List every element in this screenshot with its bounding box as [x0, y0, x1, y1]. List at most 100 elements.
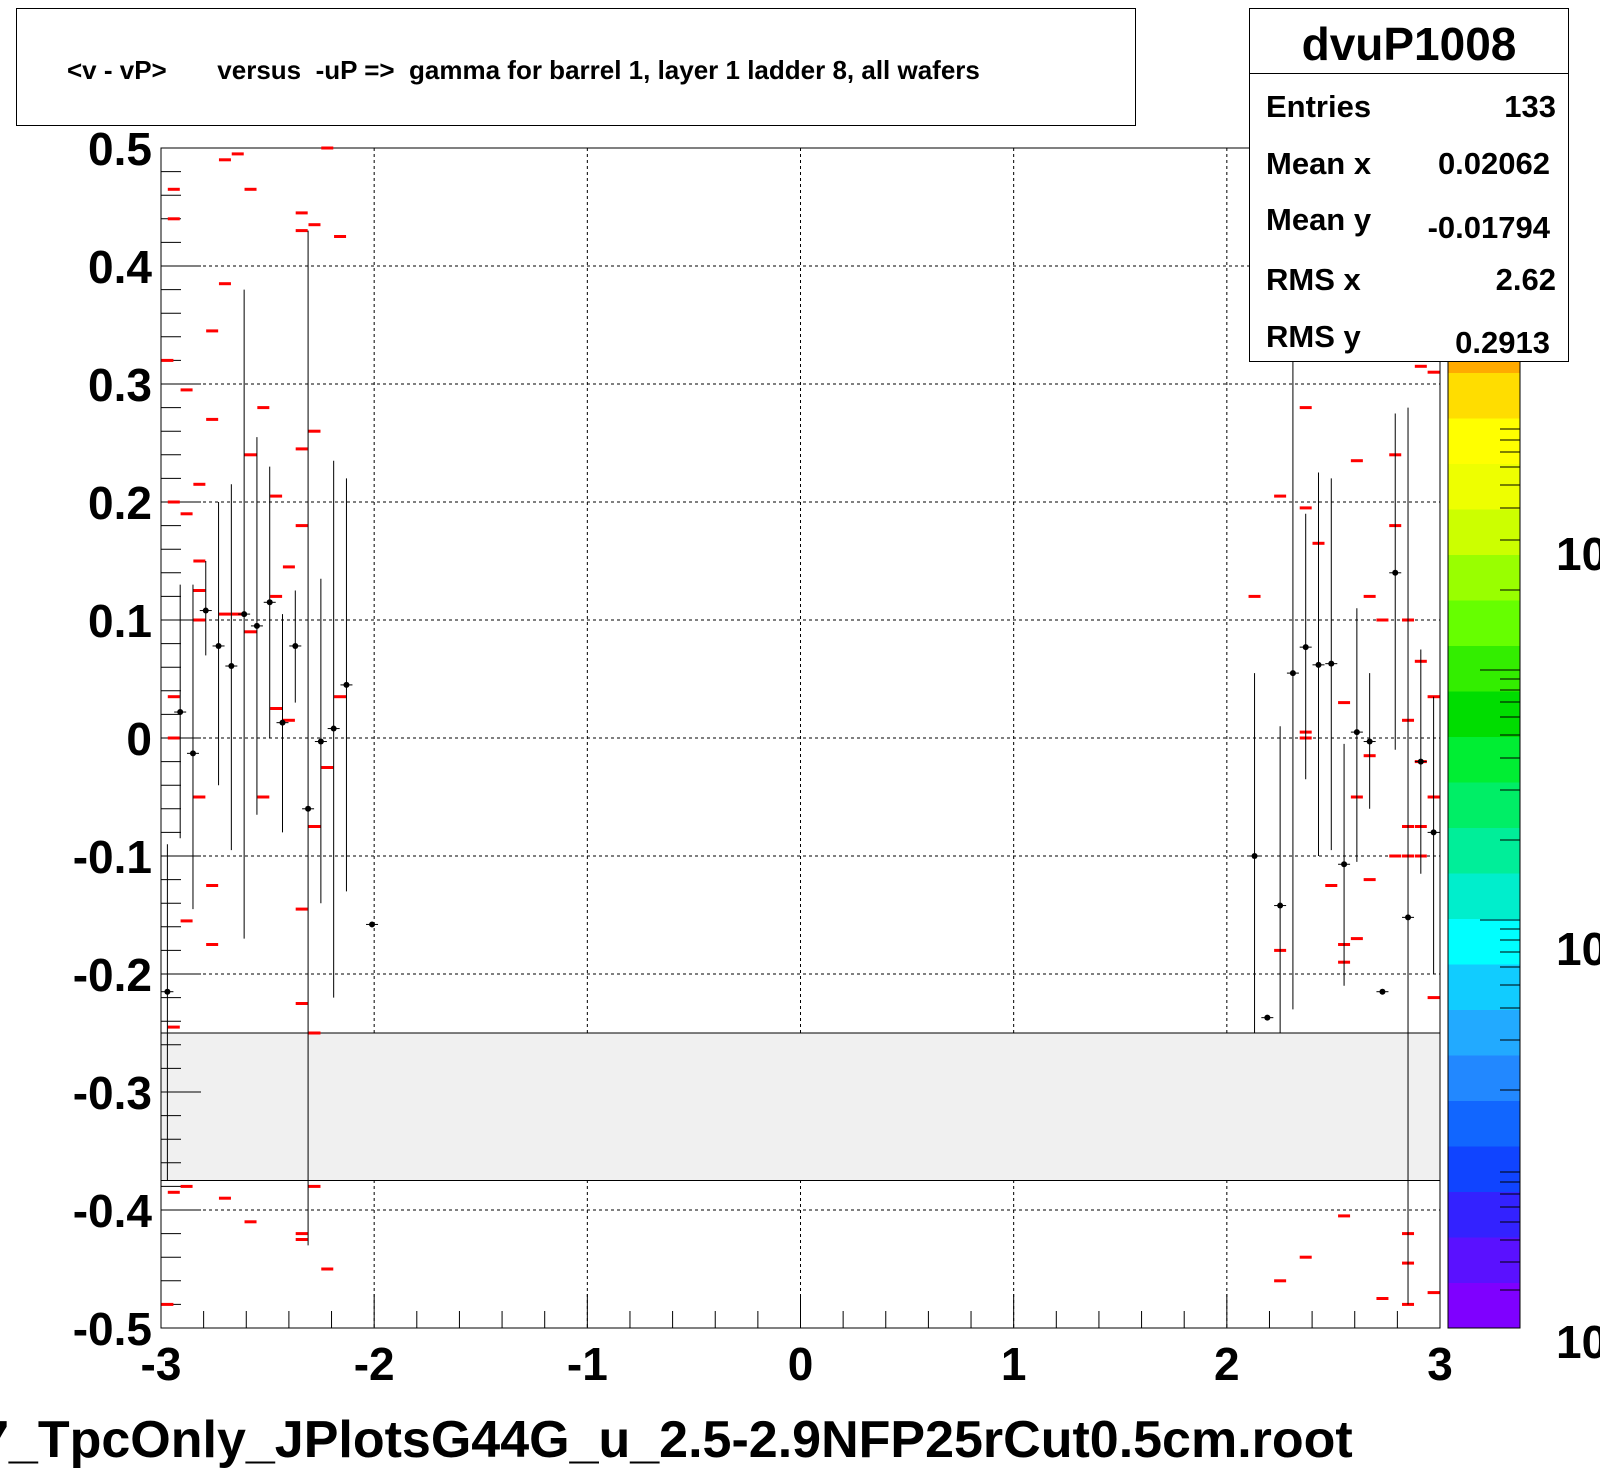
cell-marker: [244, 1220, 257, 1224]
cell-marker: [270, 494, 283, 498]
palette-swatch: [1448, 691, 1520, 737]
cell-marker: [244, 630, 257, 634]
x-tick-label: -1: [567, 1338, 608, 1390]
palette-swatch: [1448, 554, 1520, 601]
stat-row-entries: Entries 133: [1266, 89, 1556, 129]
cell-marker: [193, 559, 206, 563]
cell-marker: [180, 919, 193, 923]
stat-row-mean-x: Mean x 0.02062: [1266, 146, 1556, 186]
cell-marker: [193, 795, 206, 799]
stat-row-mean-y: Mean y -0.01794: [1266, 202, 1556, 245]
stat-value: 133: [1504, 89, 1556, 124]
stat-value: 0.2913: [1455, 325, 1550, 360]
cell-marker: [257, 795, 270, 799]
cell-marker: [180, 388, 193, 392]
cell-marker: [295, 447, 308, 451]
x-tick-label: 0: [788, 1338, 814, 1390]
profile-point: [1289, 670, 1296, 677]
profile-point: [253, 622, 260, 629]
stats-title: dvuP1008: [1301, 18, 1517, 70]
cell-marker: [295, 524, 308, 528]
cell-marker: [180, 512, 193, 516]
cell-marker: [218, 1196, 231, 1200]
cell-marker: [257, 406, 270, 410]
cell-marker: [167, 695, 180, 699]
profile-point: [1328, 660, 1335, 667]
profile-point: [1264, 1014, 1271, 1021]
cell-marker: [161, 1302, 174, 1306]
y-tick-label: -0.1: [73, 831, 152, 883]
stat-label: Entries: [1266, 89, 1372, 124]
stat-value: -0.01794: [1427, 210, 1550, 245]
profile-point: [1341, 861, 1348, 868]
palette-swatch: [1448, 463, 1520, 510]
cell-marker: [321, 766, 334, 769]
y-tick-label: -0.5: [73, 1303, 152, 1355]
y-tick-label: -0.3: [73, 1067, 152, 1119]
cell-marker: [206, 884, 219, 887]
stat-row-rms-y: RMS y 0.2913: [1266, 319, 1556, 360]
profile-point: [1277, 902, 1284, 909]
cell-marker: [206, 943, 219, 946]
plot-title: <v - vP> versus -uP => gamma for barrel …: [67, 55, 980, 85]
stat-value: 2.62: [1495, 262, 1556, 297]
palette-swatch: [1448, 827, 1520, 874]
cell-marker: [308, 223, 321, 227]
cell-marker: [321, 146, 334, 150]
z-tick-label: 10: [1556, 528, 1600, 580]
palette-swatch: [1448, 873, 1520, 919]
cell-marker: [244, 187, 257, 191]
stats-box: dvuP1008 Entries 133 Mean x 0.02062 Mean…: [1249, 8, 1569, 362]
stat-label: Mean x: [1266, 146, 1372, 181]
z-tick-label: 10: [1556, 923, 1600, 975]
x-axis-title: 7_TpcOnly_JPlotsG44G_u_2.5-2.9NFP25rCut0…: [0, 1411, 1353, 1469]
cell-marker: [1248, 594, 1261, 598]
profile-point: [215, 642, 222, 649]
x-tick-label: -2: [354, 1338, 395, 1390]
palette-swatch: [1448, 372, 1520, 419]
profile-point: [1251, 853, 1258, 859]
cell-marker: [193, 589, 206, 592]
palette-swatch: [1448, 782, 1520, 828]
x-tick-label: 1: [1001, 1338, 1027, 1390]
cell-marker: [282, 565, 295, 569]
cell-marker: [308, 1184, 321, 1188]
cell-marker: [1376, 1297, 1389, 1300]
cell-marker: [161, 358, 174, 362]
cell-marker: [167, 217, 180, 221]
profile-point: [330, 725, 337, 732]
cell-marker: [1427, 1291, 1440, 1295]
stat-row-rms-x: RMS x 2.62: [1266, 262, 1556, 302]
y-tick-label: 0: [126, 713, 152, 765]
cell-marker: [1427, 996, 1440, 1000]
cell-marker: [167, 1025, 180, 1029]
cell-marker: [1338, 1214, 1351, 1218]
cell-marker: [1363, 878, 1376, 882]
stats-divider: [1250, 73, 1568, 74]
profile-point: [1366, 738, 1373, 745]
profile-point: [1417, 758, 1424, 765]
palette-swatch: [1448, 736, 1520, 783]
cell-marker: [308, 1031, 321, 1035]
x-tick-label: 3: [1427, 1338, 1453, 1390]
profile-point: [343, 681, 350, 688]
x-tick-label: 2: [1214, 1338, 1240, 1390]
profile-point: [317, 738, 324, 745]
cell-marker: [1325, 884, 1338, 887]
palette-swatch: [1448, 1146, 1520, 1192]
profile-point: [292, 642, 299, 649]
cell-marker: [193, 618, 206, 622]
cell-marker: [206, 417, 219, 421]
cell-marker: [167, 500, 180, 504]
cell-marker: [193, 482, 206, 486]
cell-marker: [295, 1238, 308, 1241]
profile-point: [1315, 661, 1322, 668]
profile-point: [189, 750, 196, 757]
cell-marker: [244, 453, 257, 457]
blank-band: [160, 1032, 1441, 1181]
cell-marker: [1389, 854, 1402, 858]
palette-swatch: [1448, 418, 1520, 464]
profile-point: [177, 709, 184, 716]
y-tick-label: -0.2: [73, 949, 152, 1001]
